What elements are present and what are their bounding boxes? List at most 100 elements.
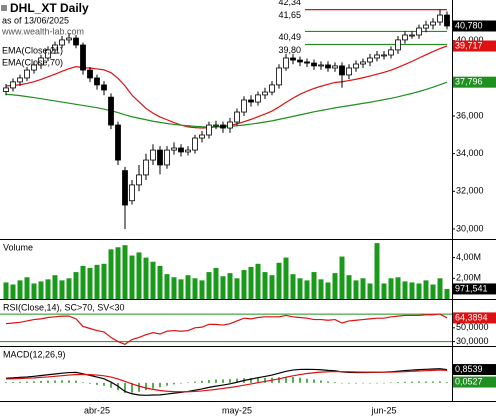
volume-bar	[353, 280, 359, 299]
histogram-bar	[173, 382, 175, 385]
candle-body	[318, 64, 324, 67]
candle-body	[423, 24, 429, 29]
candle-body	[290, 57, 296, 61]
histogram-bar	[215, 379, 217, 383]
last-value-box	[453, 20, 496, 32]
histogram-bar	[299, 377, 301, 383]
histogram-bar	[166, 382, 168, 386]
last-value-label: 0,0527	[455, 376, 483, 386]
candle-body	[388, 49, 394, 56]
histogram-bar	[131, 382, 133, 393]
candle-body	[122, 170, 128, 206]
histogram-bar	[138, 382, 140, 392]
histogram-bar	[152, 382, 154, 389]
volume-bar	[367, 283, 373, 299]
histogram-bar	[439, 381, 441, 383]
histogram-bar	[236, 378, 238, 383]
candle-body	[199, 134, 205, 139]
candle-body	[353, 63, 359, 69]
legend-entry: EMA(Close,70)	[2, 57, 63, 67]
candle-body	[409, 34, 415, 37]
candle-body	[52, 44, 58, 51]
volume-bar	[150, 261, 156, 299]
volume-bar	[59, 280, 65, 299]
histogram-bar	[222, 379, 224, 383]
histogram-bar	[5, 382, 7, 383]
histogram-bar	[159, 382, 161, 388]
volume-bar	[234, 278, 240, 299]
source: www.wealth-lab.com	[1, 26, 84, 36]
histogram-bar	[103, 382, 105, 386]
volume-bar	[318, 279, 324, 299]
candle-body	[367, 57, 373, 63]
candle-body	[220, 124, 226, 129]
volume-bar	[122, 245, 128, 299]
histogram-bar	[257, 377, 259, 383]
histogram-bar	[68, 380, 70, 383]
volume-bar	[276, 262, 282, 299]
y-tick-label: 30,000	[456, 223, 484, 233]
panel-title: Volume	[3, 242, 33, 252]
histogram-bar	[40, 380, 42, 383]
volume-bar	[45, 279, 51, 299]
volume-bar	[269, 275, 275, 299]
candle-body	[108, 96, 114, 126]
volume-bar	[108, 249, 114, 299]
candle-body	[24, 69, 30, 79]
histogram-bar	[26, 381, 28, 383]
volume-bar	[262, 272, 268, 299]
volume-bar	[129, 255, 135, 299]
histogram-bar	[397, 382, 399, 383]
volume-bar	[409, 282, 415, 299]
histogram-bar	[383, 382, 385, 384]
legend-entry: EMA(Close,21)	[2, 45, 63, 55]
x-tick-label: abr-25	[84, 405, 110, 415]
histogram-bar	[432, 381, 434, 383]
histogram-bar	[306, 378, 308, 383]
y-tick-label: 32,000	[456, 186, 484, 196]
last-value-box	[453, 364, 496, 376]
indicator-line	[5, 313, 448, 345]
candle-body	[17, 77, 23, 83]
candle-body	[73, 37, 79, 46]
histogram-bar	[229, 379, 231, 383]
level-label: 40,49	[278, 32, 301, 42]
volume-bar	[416, 283, 422, 299]
volume-bar	[374, 243, 380, 299]
volume-bar	[136, 252, 142, 299]
volume-bar	[311, 272, 317, 299]
last-value-label: 39,717	[455, 40, 483, 50]
candle-body	[430, 21, 436, 26]
volume-bar	[360, 278, 366, 299]
histogram-bar	[355, 382, 357, 384]
y-tick-label: 2,00M	[456, 273, 481, 283]
volume-bar	[178, 279, 184, 299]
candle-body	[276, 67, 282, 86]
histogram-bar	[54, 380, 56, 383]
last-value-box	[453, 283, 496, 295]
volume-bar	[430, 284, 436, 299]
candle-body	[31, 64, 37, 71]
candle-body	[171, 147, 177, 151]
candle-body	[192, 137, 198, 151]
histogram-bar	[362, 382, 364, 384]
histogram-bar	[376, 382, 378, 384]
candle-body	[262, 91, 268, 96]
volume-bar	[248, 266, 254, 299]
volume-bar	[381, 283, 387, 299]
histogram-bar	[404, 381, 406, 383]
histogram-bar	[292, 377, 294, 383]
plot-area: 30,000 32,000 34,000 36,000 40,000 42,34 41,65…	[0, 0, 489, 415]
candle-body	[255, 94, 261, 103]
candle-body	[66, 37, 72, 41]
candle-body	[304, 61, 310, 64]
histogram-bar	[82, 382, 84, 383]
chart-title: DHL_XT Daily	[10, 1, 89, 15]
last-value-box	[453, 76, 496, 88]
volume-bar	[206, 272, 212, 299]
last-value-box	[453, 40, 496, 52]
volume-bar	[395, 277, 401, 299]
candle-body	[374, 54, 380, 59]
volume-bar	[17, 280, 23, 299]
candle-body	[143, 159, 149, 176]
